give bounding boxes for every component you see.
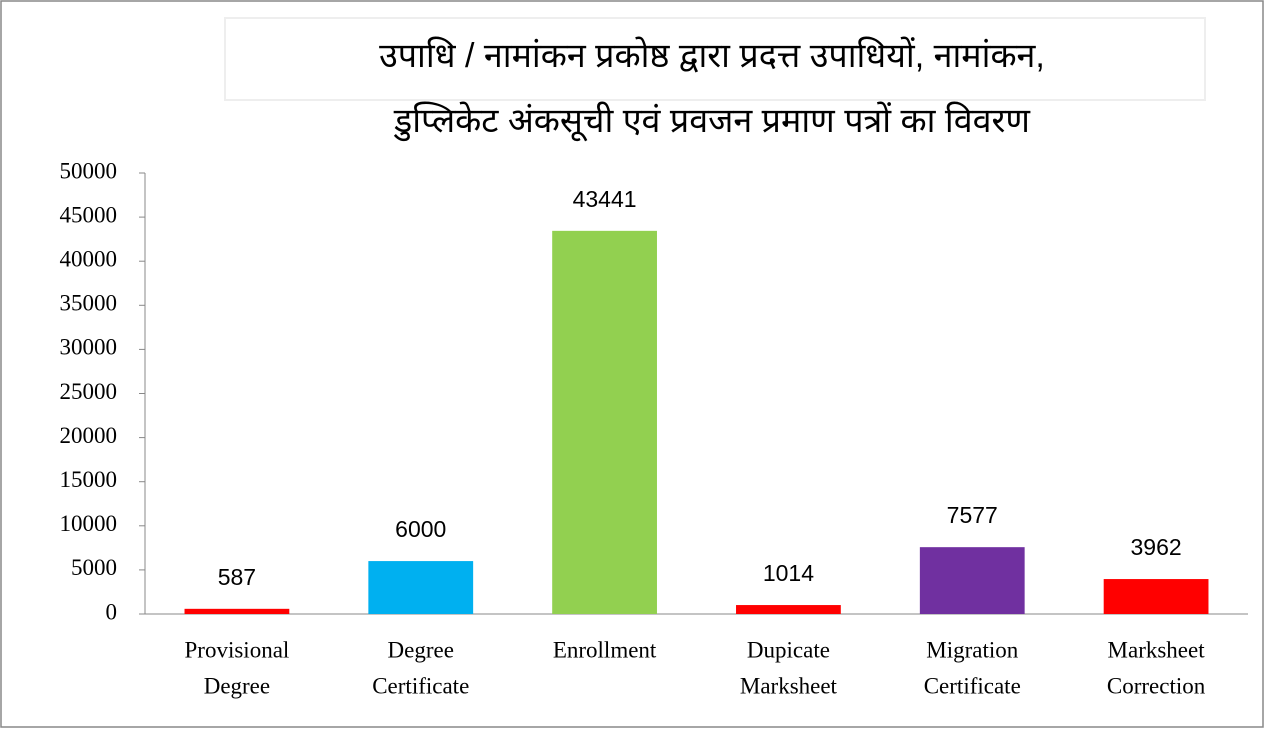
- y-tick-label: 0: [106, 599, 118, 624]
- y-tick-label: 35000: [60, 291, 118, 316]
- title-box: [224, 17, 1206, 101]
- x-tick-label: Enrollment: [553, 637, 657, 662]
- x-tick-label: Certificate: [372, 673, 469, 698]
- bar: [919, 547, 1025, 614]
- y-tick-label: 10000: [60, 511, 118, 536]
- bar: [1103, 579, 1209, 614]
- x-tick-label: Correction: [1107, 673, 1206, 698]
- chart-title: डुप्लिकेट अंकसूची एवं प्रवजन प्रमाण पत्र…: [393, 101, 1031, 142]
- y-tick-label: 30000: [60, 335, 118, 360]
- bar: [184, 608, 290, 614]
- data-label: 587: [218, 564, 256, 590]
- data-label: 43441: [573, 186, 637, 212]
- bar: [736, 605, 841, 614]
- y-tick-label: 20000: [60, 423, 118, 448]
- x-tick-label: Certificate: [924, 673, 1021, 698]
- y-tick-label: 45000: [60, 202, 118, 227]
- y-tick-label: 15000: [60, 467, 118, 492]
- data-label: 6000: [395, 516, 446, 542]
- bar: [552, 230, 657, 614]
- chart-title: उपाधि / नामांकन प्रकोष्ठ द्वारा प्रदत्त …: [379, 36, 1045, 75]
- bar: [368, 561, 474, 614]
- x-tick-label: Degree: [388, 637, 454, 662]
- x-tick-label: Dupicate: [747, 637, 830, 662]
- y-tick-label: 50000: [60, 158, 118, 183]
- data-label: 7577: [947, 502, 998, 528]
- y-tick-label: 5000: [71, 555, 117, 580]
- data-label: 1014: [763, 560, 814, 586]
- x-tick-label: Marksheet: [740, 673, 838, 698]
- x-tick-label: Provisional: [185, 637, 290, 662]
- x-tick-label: Marksheet: [1108, 637, 1206, 662]
- x-tick-label: Degree: [204, 673, 270, 698]
- y-tick-label: 40000: [60, 246, 118, 271]
- y-tick-label: 25000: [60, 379, 118, 404]
- x-tick-label: Migration: [926, 637, 1018, 662]
- data-label: 3962: [1130, 534, 1181, 560]
